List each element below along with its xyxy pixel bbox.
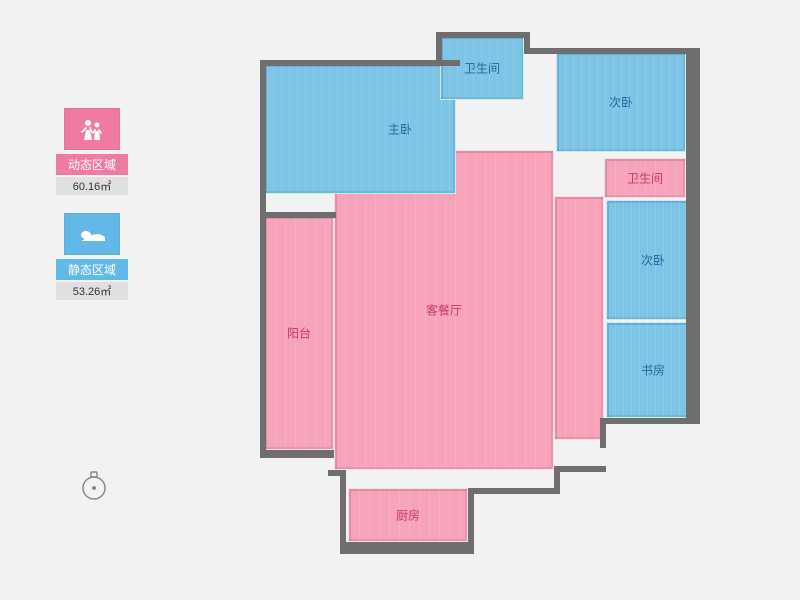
legend-dynamic-title: 动态区域	[56, 154, 128, 175]
legend-static: 静态区域 53.26㎡	[56, 213, 128, 300]
legend-static-swatch	[64, 213, 120, 255]
legend-static-value: 53.26㎡	[56, 282, 128, 300]
wall-6	[600, 418, 700, 424]
legend-static-title: 静态区域	[56, 259, 128, 280]
room-living	[334, 150, 554, 470]
wall-8	[554, 466, 606, 472]
compass-icon	[78, 470, 110, 502]
wall-11	[468, 488, 474, 548]
wall-4	[524, 48, 692, 54]
wall-15	[260, 450, 334, 458]
room-balcony	[264, 216, 334, 450]
wall-17	[260, 212, 336, 218]
wall-14	[328, 470, 346, 476]
room-kitchen	[348, 488, 468, 542]
wall-12	[340, 542, 474, 554]
wall-2	[436, 32, 528, 38]
room-bath1	[440, 36, 524, 100]
room-master	[264, 64, 456, 194]
legend: 动态区域 60.16㎡ 静态区域 53.26㎡	[56, 108, 128, 318]
legend-dynamic: 动态区域 60.16㎡	[56, 108, 128, 195]
sleep-icon	[77, 225, 107, 243]
room-bathp	[604, 158, 686, 198]
legend-dynamic-value: 60.16㎡	[56, 177, 128, 195]
room-bed2	[556, 52, 686, 152]
legend-dynamic-swatch	[64, 108, 120, 150]
room-living2	[554, 196, 604, 440]
wall-5	[686, 48, 700, 422]
wall-7	[600, 418, 606, 448]
wall-13	[340, 470, 346, 548]
wall-16	[260, 60, 266, 456]
people-icon	[78, 118, 106, 140]
wall-10	[468, 488, 560, 494]
floor-plan: 阳台客餐厅厨房卫生间主卧卫生间次卧次卧书房	[240, 20, 740, 580]
wall-0	[260, 60, 460, 66]
